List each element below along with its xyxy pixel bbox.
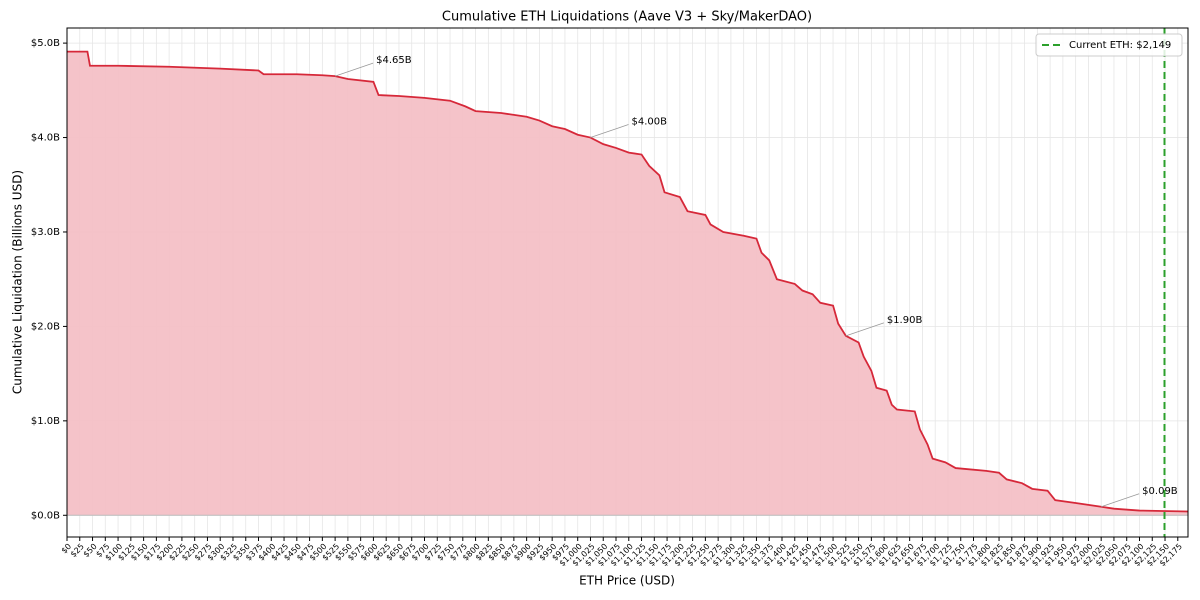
y-axis-label: Cumulative Liquidation (Billions USD) [11,170,25,394]
annotation: $1.90B [887,315,923,326]
annotation: $4.00B [631,117,667,128]
annotation: $4.65B [376,55,412,66]
annotation: $0.09B [1142,486,1178,497]
plot-frame [66,27,1189,538]
y-tick-label: $4.0B [31,133,60,144]
area [67,51,1188,516]
line [67,50,1189,513]
x-axis-label: ETH Price (USD) [579,574,675,588]
annotation-arrow [590,124,629,138]
legend-label: Current ETH: $2,149 [1069,40,1171,51]
annotation-arrow [845,322,884,337]
legend-box [1035,33,1183,57]
chart-title: Cumulative ETH Liquidations (Aave V3 + S… [442,10,812,25]
y-tick-label: $1.0B [31,416,60,427]
legend: Current ETH: $2,149 [1035,33,1183,57]
y-tick-label: $0.0B [31,510,60,521]
annotation-arrow [1101,493,1140,508]
y-tick-label: $2.0B [31,321,60,332]
y-tick-label: $5.0B [31,38,60,49]
annotation-arrow [334,62,374,77]
y-tick-label: $3.0B [31,227,60,238]
